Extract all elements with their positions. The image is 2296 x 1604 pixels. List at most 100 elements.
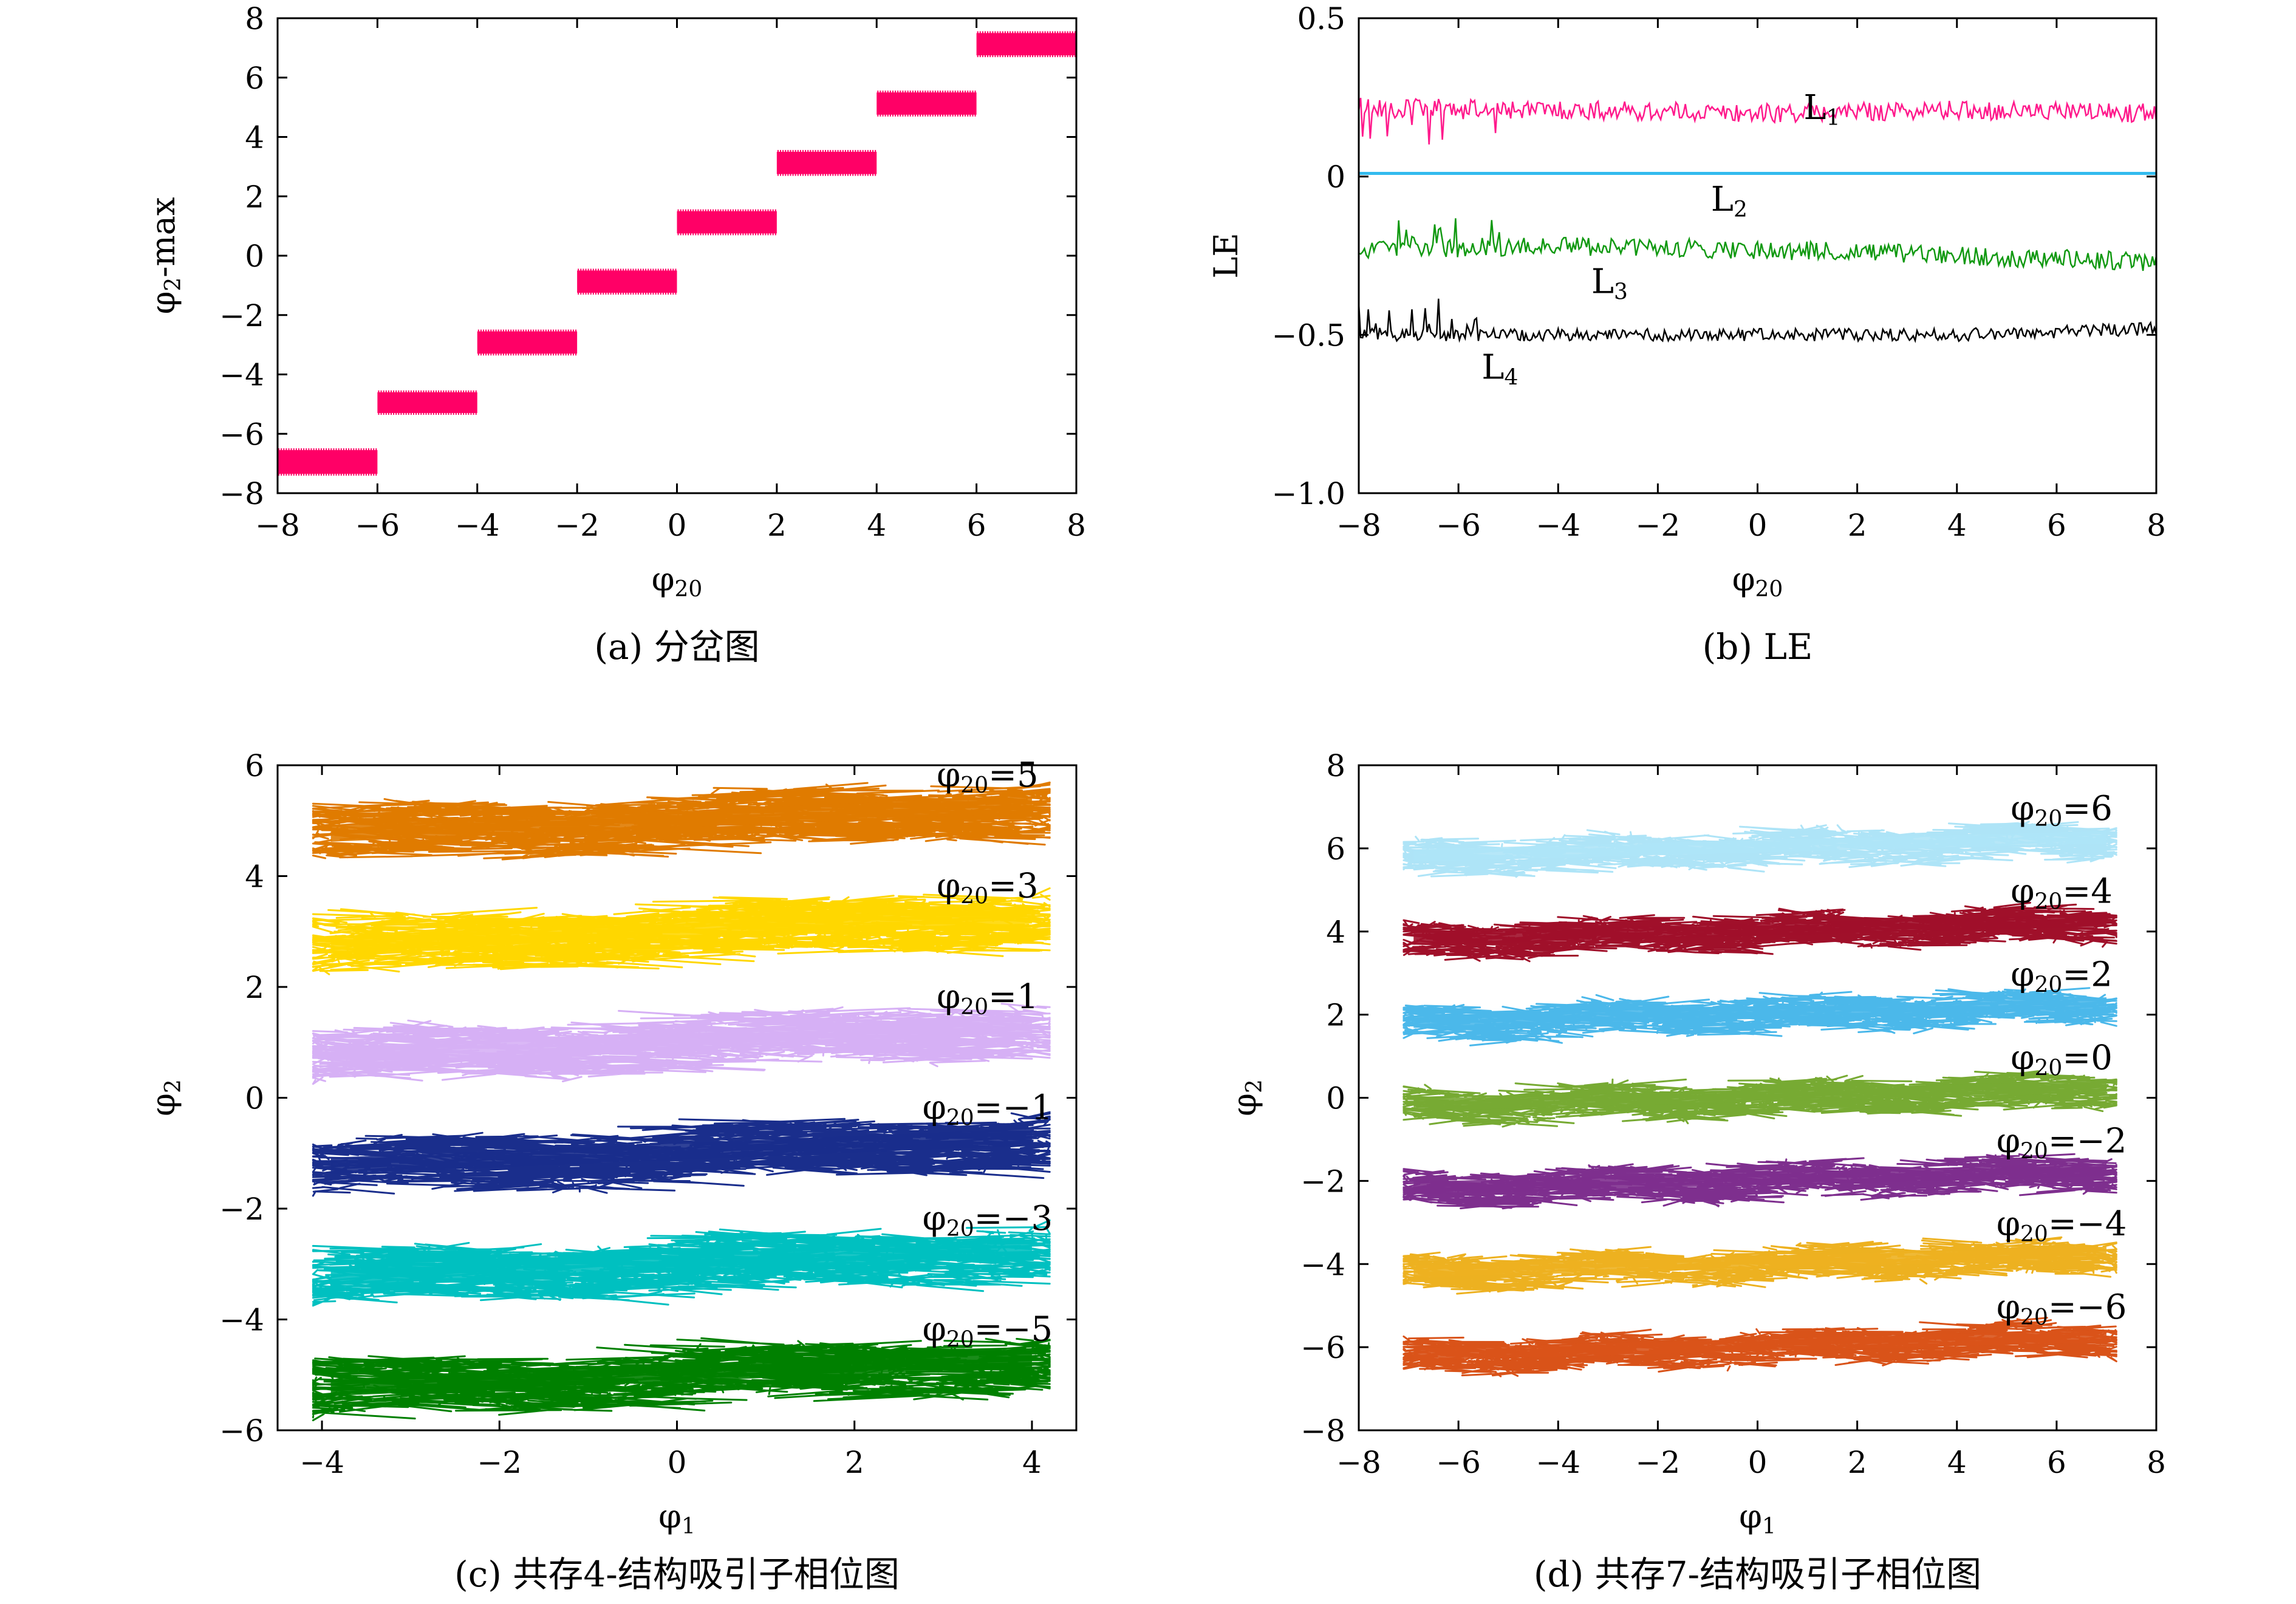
attractor-core [1413, 1246, 2106, 1278]
x-tick-label: −6 [1436, 1445, 1481, 1480]
attractor [1403, 821, 2117, 878]
y-tick-label: −0.5 [1272, 318, 1345, 353]
y-tick-label: 0 [245, 1081, 264, 1116]
y-tick-label: −8 [1300, 1413, 1345, 1449]
x-tick-label: 6 [2047, 508, 2066, 543]
attractor [1403, 1070, 2117, 1128]
attractor-label: φ20=1 [937, 977, 1039, 1020]
x-tick-label: 4 [867, 508, 886, 543]
attractor-label: φ20=−2 [1997, 1121, 2127, 1164]
attractor [1403, 1236, 2117, 1295]
x-tick-label: 4 [1022, 1445, 1042, 1480]
y-tick-label: 0.5 [1297, 1, 1345, 36]
plot-area: φ20=6 φ20=4 φ20=2 φ20=0 φ20=−2 φ20=−4 φ20=−6 [1403, 789, 2127, 1377]
x-tick-label: 0 [1748, 1445, 1768, 1480]
x-tick-label: 6 [967, 508, 986, 543]
attractor-label: φ20=5 [937, 756, 1039, 798]
attractor-core [1413, 1163, 2106, 1195]
attractor-label: φ20=−3 [923, 1199, 1053, 1241]
attractor-core [1413, 831, 2106, 862]
y-axis-label: φ2 [144, 1079, 186, 1116]
attractor-label: φ20=−5 [923, 1310, 1053, 1353]
attractor [1403, 1153, 2117, 1210]
panel-caption: (c) 共存4-结构吸引子相位图 [454, 1554, 900, 1595]
le-series-line [1358, 298, 2158, 344]
x-tick-label: −8 [255, 508, 300, 543]
x-tick-label: −2 [555, 508, 600, 543]
attractor-core [1413, 914, 2106, 945]
attractor-label: φ20=6 [2011, 789, 2113, 831]
y-tick-label: −6 [219, 417, 264, 452]
y-tick-label: 4 [245, 120, 264, 155]
y-tick-label: 0 [245, 239, 264, 274]
attractor-core [1413, 1329, 2106, 1361]
x-tick-label: −4 [1536, 508, 1580, 543]
attractor-core [1413, 1080, 2106, 1111]
attractor-trajectory [312, 1219, 1051, 1307]
attractor [1403, 987, 2117, 1046]
y-tick-label: 4 [1326, 915, 1345, 950]
series-label: L3 [1591, 262, 1628, 305]
panel-caption: (d) 共存7-结构吸引子相位图 [1534, 1554, 1981, 1595]
x-tick-label: −4 [1536, 1445, 1580, 1480]
x-tick-label: 0 [668, 508, 687, 543]
y-tick-label: 2 [245, 179, 264, 214]
x-tick-label: −2 [1636, 508, 1681, 543]
attractor-label: φ20=4 [2011, 872, 2113, 915]
y-axis-label: LE [1207, 233, 1245, 278]
attractor [312, 1003, 1051, 1085]
x-tick-label: −6 [355, 508, 400, 543]
y-axis-label: φ2 [1225, 1079, 1267, 1116]
attractor-label: φ20=−1 [923, 1088, 1053, 1131]
x-tick-label: −2 [1636, 1445, 1681, 1480]
plot-frame [276, 17, 1078, 494]
x-tick-label: 8 [2147, 1445, 2166, 1480]
series-label: L1 [1803, 88, 1840, 131]
y-tick-label: −8 [219, 476, 264, 511]
y-tick-label: 8 [245, 1, 264, 36]
x-tick-label: 6 [2047, 1445, 2066, 1480]
panel-caption: (b) LE [1703, 626, 1813, 667]
x-tick-label: −2 [477, 1445, 522, 1480]
y-tick-label: −6 [219, 1413, 264, 1449]
attractor [312, 781, 1051, 861]
bifurcation-band [278, 450, 378, 474]
panel-c: φ20=5 φ20=3 φ20=1 φ20=−1 φ20=−3 φ20=−5 −4 −2 0 2 4… [144, 748, 1078, 1595]
attractor [312, 1219, 1051, 1307]
x-axis-label: φ1 [658, 1497, 695, 1539]
panel-b: L1 L2 L3 L4 −8 −6 −4 −2 0 2 4 6 8 −1.0 −0.5 0 0.5 φ20 LE (b… [1207, 1, 2166, 667]
attractor [312, 1337, 1051, 1422]
bifurcation-band [577, 270, 677, 293]
y-tick-label: −1.0 [1272, 476, 1345, 511]
attractor-core [330, 1128, 1032, 1175]
attractor-core [330, 1239, 1032, 1285]
x-tick-label: −8 [1336, 508, 1381, 543]
y-tick-label: −4 [219, 1303, 264, 1338]
le-series-line [1358, 218, 2158, 271]
attractor [312, 887, 1051, 975]
plot-frame [1358, 17, 2158, 494]
series-label: L2 [1711, 180, 1748, 222]
le-series-line [1358, 98, 2158, 145]
attractor-core [330, 1350, 1032, 1396]
attractor-core [330, 907, 1032, 953]
y-tick-label: 2 [1326, 998, 1345, 1033]
x-tick-label: 2 [1848, 1445, 1867, 1480]
y-tick-label: −2 [219, 298, 264, 333]
panel-a: −8 −6 −4 −2 0 2 4 6 8 −8 −6 −4 −2 0 2 4 6 8 φ20 φ2-max (a) 分… [144, 1, 1086, 667]
x-tick-label: 8 [2147, 508, 2166, 543]
attractor [1403, 1317, 2117, 1377]
y-axis-label: φ2-max [144, 197, 186, 315]
y-tick-label: −6 [1300, 1330, 1345, 1365]
x-tick-label: 2 [845, 1445, 864, 1480]
x-tick-label: 8 [1067, 508, 1086, 543]
y-tick-label: 6 [245, 61, 264, 96]
x-tick-label: 4 [1947, 508, 1967, 543]
attractor-core [330, 796, 1032, 842]
attractor-core [330, 1017, 1032, 1063]
panel-caption: (a) 分岔图 [594, 626, 759, 667]
attractor-label: φ20=3 [937, 867, 1039, 909]
x-axis-label: φ1 [1739, 1497, 1776, 1539]
bifurcation-band [776, 151, 877, 174]
